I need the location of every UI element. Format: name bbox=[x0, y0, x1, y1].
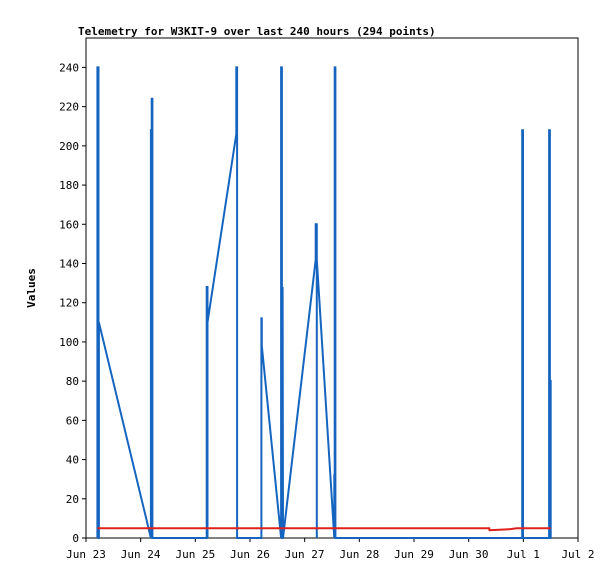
y-tick-label: 120 bbox=[59, 297, 79, 310]
y-tick-label: 20 bbox=[66, 493, 79, 506]
y-tick-label: 0 bbox=[72, 532, 79, 545]
y-axis-label: Values bbox=[25, 268, 38, 308]
chart-title: Telemetry for W3KIT-9 over last 240 hour… bbox=[78, 25, 436, 38]
x-tick-label: Jun 28 bbox=[339, 548, 379, 561]
y-tick-label: 60 bbox=[66, 414, 79, 427]
y-tick-label: 180 bbox=[59, 179, 79, 192]
y-tick-label: 40 bbox=[66, 454, 79, 467]
y-tick-label: 140 bbox=[59, 257, 79, 270]
x-tick-label: Jun 27 bbox=[285, 548, 325, 561]
x-tick-label: Jun 24 bbox=[121, 548, 161, 561]
x-tick-label: Jul 1 bbox=[507, 548, 540, 561]
y-tick-label: 200 bbox=[59, 140, 79, 153]
series-line-1 bbox=[97, 527, 551, 532]
x-tick-label: Jul 2 bbox=[561, 548, 594, 561]
y-tick-label: 160 bbox=[59, 218, 79, 231]
y-axis: 0 20 40 60 80 100 120 140 160 180 200 220 240 bbox=[59, 61, 86, 545]
x-tick-label: Jun 29 bbox=[394, 548, 434, 561]
series-line-0 bbox=[96, 66, 552, 539]
plot-area bbox=[85, 37, 579, 539]
x-tick-label: Jun 26 bbox=[230, 548, 270, 561]
y-tick-label: 220 bbox=[59, 101, 79, 114]
y-tick-label: 100 bbox=[59, 336, 79, 349]
y-tick-label: 80 bbox=[66, 375, 79, 388]
x-tick-label: Jun 30 bbox=[449, 548, 489, 561]
x-tick-label: Jun 23 bbox=[66, 548, 106, 561]
y-tick-label: 240 bbox=[59, 61, 79, 74]
x-tick-label: Jun 25 bbox=[175, 548, 215, 561]
series-layer bbox=[96, 66, 552, 539]
x-axis: Jun 23 Jun 24 Jun 25 Jun 26 Jun 27 Jun 28 Jun … bbox=[66, 538, 595, 561]
